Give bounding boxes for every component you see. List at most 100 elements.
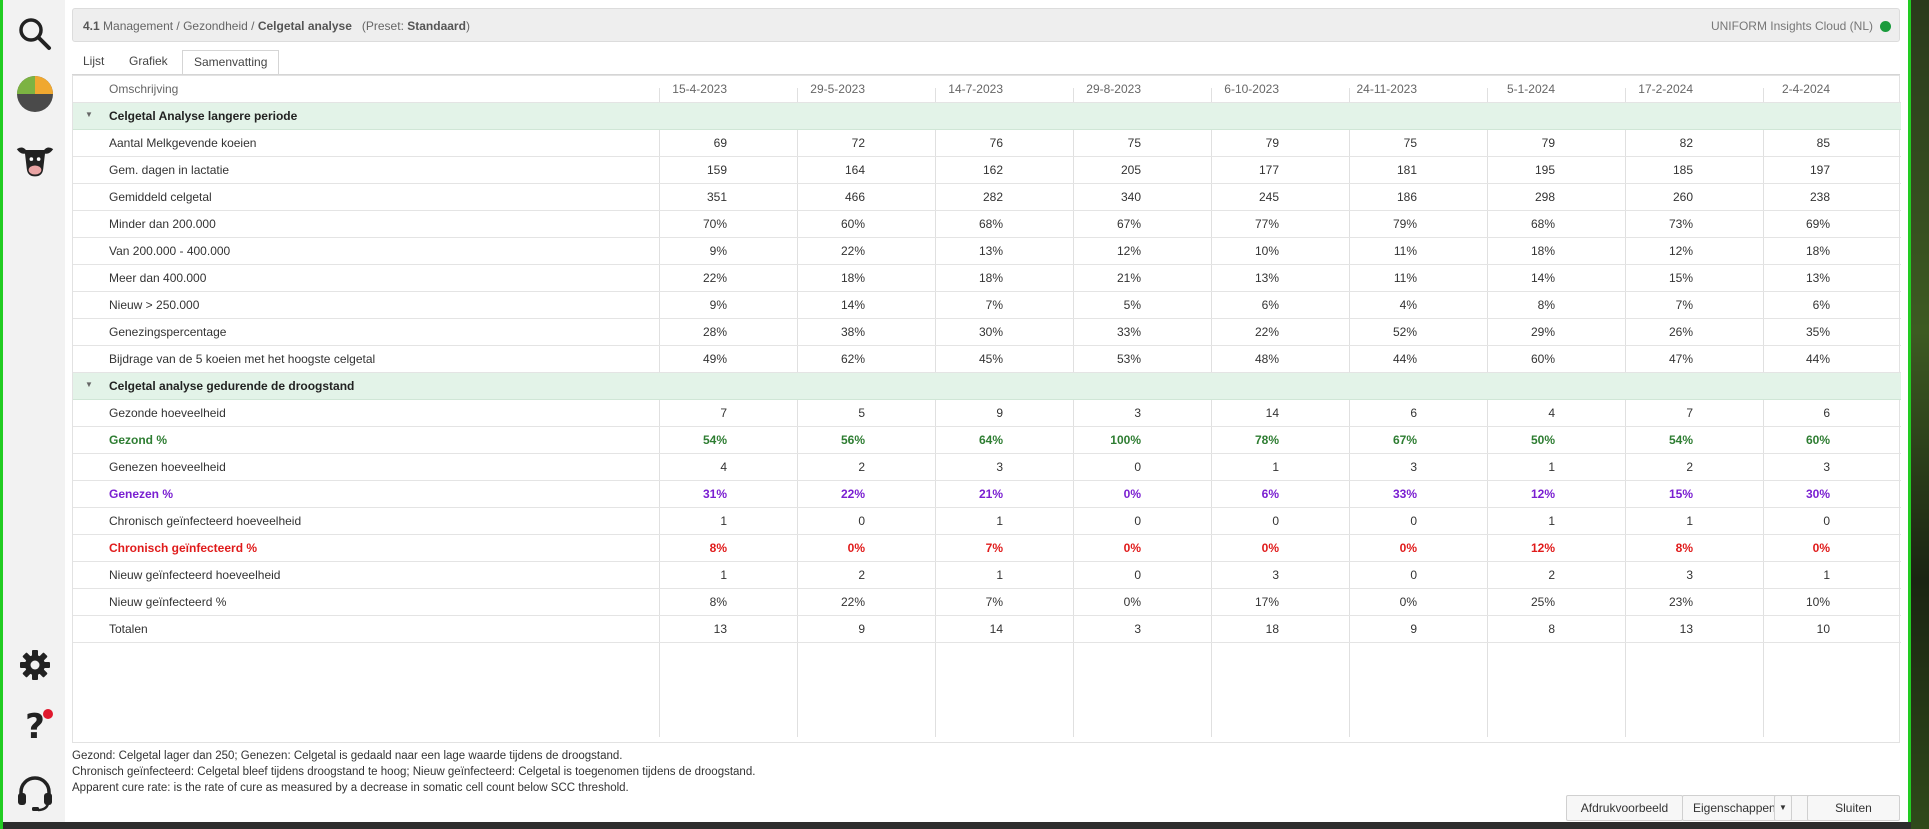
table-cell: 197 [1809, 163, 1830, 177]
table-cell: 35% [1805, 325, 1830, 339]
column-separator [797, 88, 798, 737]
breadcrumb-path: Management / Gezondheid / [103, 19, 255, 33]
cow-icon[interactable] [15, 140, 55, 180]
search-icon[interactable] [15, 14, 55, 54]
table-row: Aantal Melkgevende koeien 69 72 76 75 79 75 79 8… [73, 130, 1901, 157]
group-label: Celgetal analyse gedurende de droogstand [109, 379, 355, 393]
table-cell: 245 [1258, 190, 1279, 204]
column-separator [1349, 88, 1350, 737]
table-cell: 31% [702, 487, 727, 501]
collapse-caret-icon[interactable]: ▼ [85, 380, 93, 389]
properties-dropdown-button[interactable]: ▼ [1774, 795, 1792, 821]
table-cell: 60% [1805, 433, 1830, 447]
close-button[interactable]: Sluiten [1807, 795, 1900, 821]
column-header-date[interactable]: 29-5-2023 [810, 82, 865, 96]
row-label: Aantal Melkgevende koeien [109, 136, 257, 150]
tab-grafiek[interactable]: Grafiek [129, 54, 168, 68]
table-cell: 0% [1123, 487, 1141, 501]
row-label: Gezond % [109, 433, 168, 447]
print-preview-button[interactable]: Afdrukvoorbeeld [1566, 795, 1683, 821]
column-header-date[interactable]: 29-8-2023 [1086, 82, 1141, 96]
table-cell: 0 [1134, 514, 1141, 528]
table-cell: 10% [1254, 244, 1279, 258]
table-row: Bijdrage van de 5 koeien met het hoogste… [73, 346, 1901, 373]
row-label: Genezen % [109, 487, 174, 501]
tab-samenvatting[interactable]: Samenvatting [182, 50, 280, 75]
table-cell: 75 [1403, 136, 1417, 150]
table-row: Gezonde hoeveelheid 7 5 9 3 14 6 4 7 6 [73, 400, 1901, 427]
table-cell: 5% [1123, 298, 1141, 312]
table-row: Nieuw geïnfecteerd hoeveelheid 1 2 1 0 3 0 2 3 1 [73, 562, 1901, 589]
table-row: Genezen % 31% 22% 21% 0% 6% 33% 12% 15% 30% [73, 481, 1901, 508]
group-label: Celgetal Analyse langere periode [109, 109, 298, 123]
table-cell: 11% [1393, 244, 1417, 258]
row-label: Gem. dagen in lactatie [109, 163, 230, 177]
table-row: Nieuw > 250.000 9% 14% 7% 5% 6% 4% 8% 7% 6% [73, 292, 1901, 319]
table-cell: 9% [709, 244, 727, 258]
table-row: Van 200.000 - 400.000 9% 22% 13% 12% 10% 11% 18… [73, 238, 1901, 265]
table-cell: 53% [1116, 352, 1141, 366]
row-label: Genezingspercentage [109, 325, 227, 339]
help-icon[interactable]: ? [15, 707, 55, 747]
table-cell: 0% [847, 541, 865, 555]
group-row[interactable]: ▼ Celgetal analyse gedurende de droogstan… [73, 373, 1901, 400]
summary-table: Omschrijving 15-4-2023 29-5-2023 14-7-2023 2… [72, 75, 1901, 743]
table-cell: 1 [1548, 460, 1555, 474]
properties-button[interactable]: Eigenschappen [1682, 795, 1812, 821]
table-cell: 79% [1392, 217, 1417, 231]
table-cell: 25% [1530, 595, 1555, 609]
table-cell: 29% [1530, 325, 1555, 339]
legend-line-2: Chronisch geïnfecteerd: Celgetal bleef t… [72, 766, 756, 778]
table-cell: 44% [1805, 352, 1830, 366]
column-header-omschrijving[interactable]: Omschrijving [109, 82, 179, 96]
table-cell: 2 [858, 568, 865, 582]
gear-icon[interactable] [15, 645, 55, 685]
table-cell: 60% [1530, 352, 1555, 366]
table-cell: 50% [1530, 433, 1555, 447]
column-header-date[interactable]: 5-1-2024 [1506, 82, 1555, 96]
table-cell: 47% [1668, 352, 1693, 366]
table-cell: 466 [844, 190, 865, 204]
table-cell: 0 [1134, 460, 1141, 474]
table-cell: 62% [840, 352, 865, 366]
table-cell: 70% [702, 217, 727, 231]
table-cell: 7% [1675, 298, 1693, 312]
table-row: Meer dan 400.000 22% 18% 18% 21% 13% 11% 14% 15%… [73, 265, 1901, 292]
column-header-date[interactable]: 14-7-2023 [948, 82, 1003, 96]
group-row[interactable]: ▼ Celgetal Analyse langere periode [73, 103, 1901, 130]
table-cell: 30% [1805, 487, 1830, 501]
table-cell: 9% [709, 298, 727, 312]
table-cell: 2 [1548, 568, 1555, 582]
table-cell: 0% [1812, 541, 1830, 555]
collapse-caret-icon[interactable]: ▼ [85, 110, 93, 119]
preset-suffix: ) [465, 19, 470, 33]
column-header-date[interactable]: 2-4-2024 [1781, 82, 1830, 96]
table-cell: 23% [1668, 595, 1693, 609]
chevron-down-icon: ▼ [1779, 803, 1787, 812]
column-header-date[interactable]: 24-11-2023 [1356, 82, 1418, 96]
table-cell: 0% [1261, 541, 1279, 555]
table-cell: 13 [1679, 622, 1693, 636]
table-cell: 9 [996, 406, 1003, 420]
table-cell: 79 [1265, 136, 1279, 150]
table-row: Genezen hoeveelheid 4 2 3 0 1 3 1 2 3 [73, 454, 1901, 481]
table-cell: 49% [702, 352, 727, 366]
table-cell: 14 [989, 622, 1003, 636]
pie-chart-icon[interactable] [15, 74, 55, 114]
table-cell: 8% [709, 595, 727, 609]
headset-icon[interactable] [15, 773, 55, 813]
breadcrumb: 4.1 Management / Gezondheid / Celgetal a… [83, 19, 470, 33]
table-cell: 44% [1392, 352, 1417, 366]
table-cell: 21% [978, 487, 1003, 501]
legend-notes: Gezond: Celgetal lager dan 250; Genezen:… [72, 748, 755, 796]
tab-lijst[interactable]: Lijst [83, 54, 105, 68]
column-header-date[interactable]: 17-2-2024 [1638, 82, 1693, 96]
column-header-date[interactable]: 6-10-2023 [1224, 82, 1279, 96]
table-cell: 33% [1116, 325, 1141, 339]
column-header-date[interactable]: 15-4-2023 [672, 82, 727, 96]
table-cell: 67% [1116, 217, 1141, 231]
table-cell: 2 [1686, 460, 1693, 474]
table-row: Gemiddeld celgetal 351 466 282 340 245 186 298 2… [73, 184, 1901, 211]
main-panel: 4.1 Management / Gezondheid / Celgetal a… [72, 8, 1901, 821]
table-cell: 8% [1537, 298, 1555, 312]
